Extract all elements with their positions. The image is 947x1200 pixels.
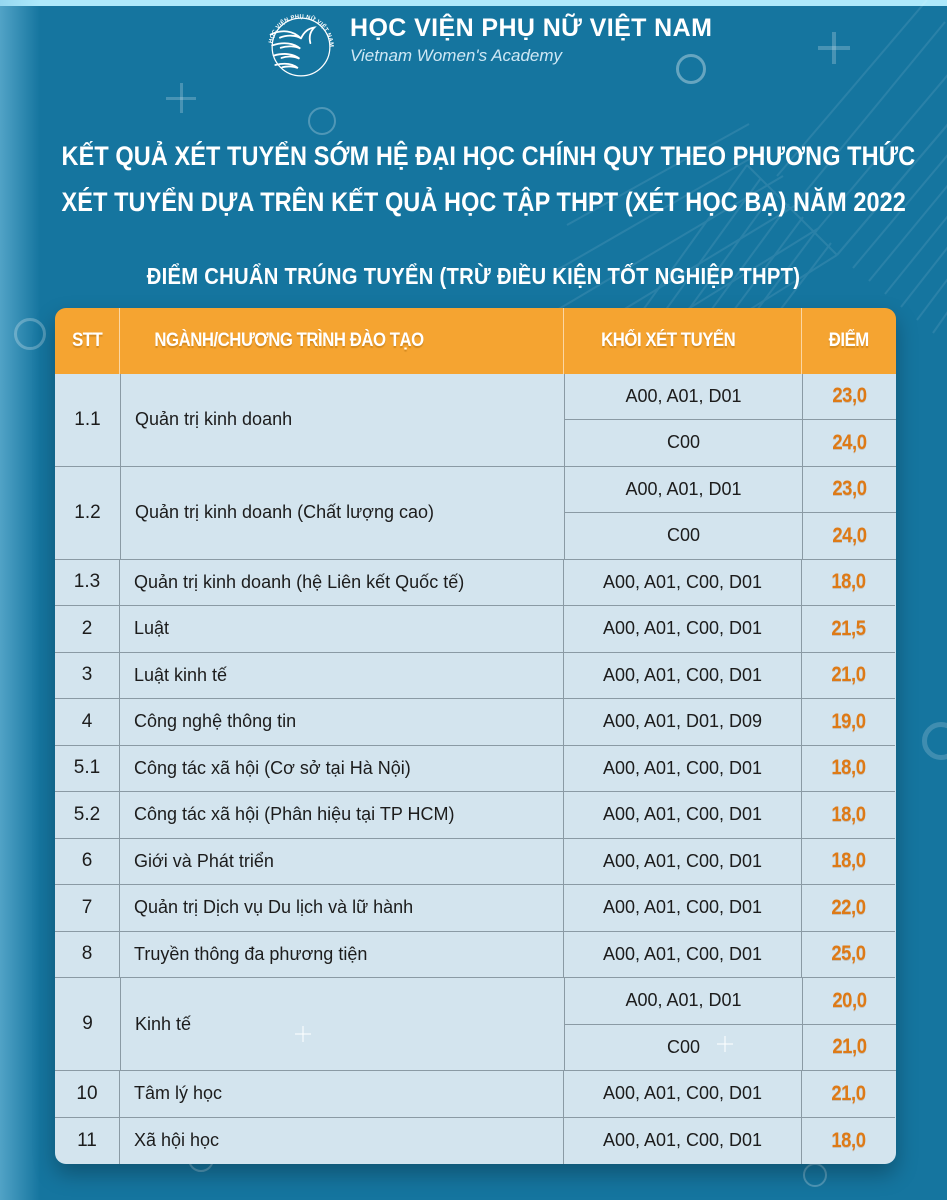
svg-text:HỌC VIỆN PHỤ NỮ VIỆT NAM: HỌC VIỆN PHỤ NỮ VIỆT NAM [268, 14, 334, 47]
